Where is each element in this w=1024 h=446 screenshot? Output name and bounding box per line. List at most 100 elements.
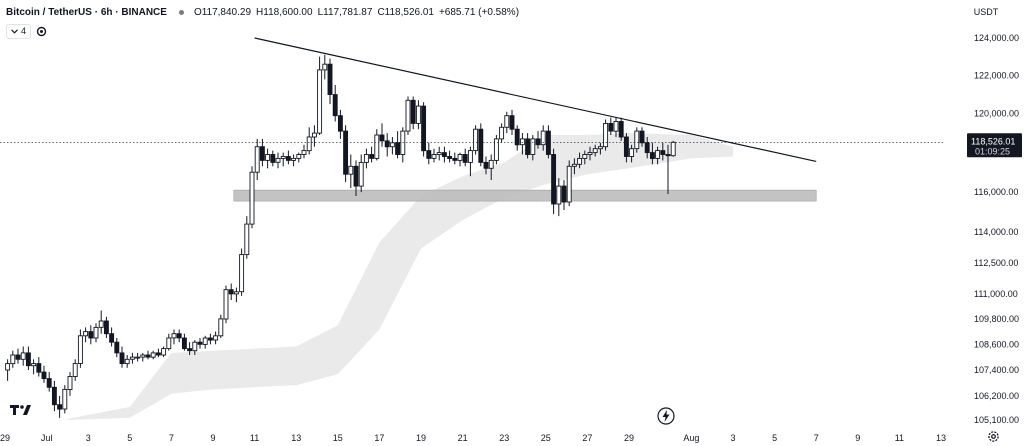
candle-body-down xyxy=(395,142,401,155)
market-status-dot xyxy=(178,9,184,15)
candle xyxy=(161,346,167,358)
candle xyxy=(389,137,395,155)
candle xyxy=(197,338,203,349)
candle-body-up xyxy=(603,122,609,148)
candle-body-up xyxy=(519,138,525,146)
candle xyxy=(348,154,354,189)
support-zone[interactable] xyxy=(233,189,817,202)
candle xyxy=(176,329,182,343)
candle-body-up xyxy=(254,146,260,173)
candle xyxy=(426,142,432,165)
candle xyxy=(467,146,473,177)
candle xyxy=(20,346,26,366)
x-tick-label: 11 xyxy=(895,433,904,443)
candle-body-down xyxy=(483,161,489,169)
candle-countdown-label: 01:09:25 xyxy=(975,146,1010,156)
currency-button[interactable]: USDT xyxy=(966,4,1006,19)
candle-body-down xyxy=(644,142,650,154)
x-tick-label: 9 xyxy=(210,433,215,443)
candle xyxy=(25,346,31,370)
x-tick-label: 27 xyxy=(582,433,592,443)
candle-body-up xyxy=(655,150,661,159)
tradingview-logo-icon[interactable] xyxy=(10,404,32,416)
candle-body-up xyxy=(72,363,78,377)
candle xyxy=(613,117,619,137)
candle xyxy=(119,346,125,368)
candle-body-up xyxy=(83,331,89,337)
candle-body-up xyxy=(291,157,297,161)
lightning-icon[interactable] xyxy=(656,406,676,426)
candle-body-down xyxy=(197,341,203,345)
candle-body-up xyxy=(634,130,640,150)
candle xyxy=(644,137,650,159)
candle xyxy=(332,85,338,122)
candle xyxy=(270,150,276,167)
indicator-refresh-button[interactable] xyxy=(35,25,48,38)
indicators-toggle-button[interactable]: 4 xyxy=(6,23,32,39)
candle xyxy=(660,142,666,161)
candle-body-down xyxy=(88,331,94,339)
candle-body-up xyxy=(140,354,146,358)
x-tick-label: 29 xyxy=(0,433,10,443)
candle-body-down xyxy=(41,371,47,380)
candle-body-up xyxy=(161,348,167,356)
candle xyxy=(369,146,375,163)
candle xyxy=(83,327,89,343)
candle xyxy=(31,359,37,375)
candle xyxy=(649,142,655,165)
x-tick-label: 13 xyxy=(291,433,301,443)
candle xyxy=(384,133,390,157)
candle-body-down xyxy=(114,341,120,354)
candle-body-down xyxy=(145,354,151,358)
candle xyxy=(311,125,317,147)
gear-icon[interactable] xyxy=(987,430,1000,443)
candle xyxy=(239,248,245,296)
candle xyxy=(353,160,359,196)
candle-body-down xyxy=(207,337,213,341)
candle xyxy=(46,372,52,392)
low-value: L117,781.87 xyxy=(317,6,373,18)
candle-body-down xyxy=(462,154,468,163)
candle xyxy=(285,150,291,165)
candle xyxy=(363,148,369,169)
candle xyxy=(447,150,453,163)
candle-body-down xyxy=(270,154,276,163)
candle-body-down xyxy=(187,348,193,352)
candle-body-down xyxy=(181,337,187,350)
candle xyxy=(181,333,187,351)
y-tick-label: 116,000.00 xyxy=(974,187,1018,197)
candle xyxy=(150,350,156,360)
candle-body-up xyxy=(244,223,250,256)
candle xyxy=(244,216,250,259)
candle xyxy=(514,125,520,151)
x-tick-label: 15 xyxy=(333,433,343,443)
candle-body-up xyxy=(457,154,463,161)
candle-body-up xyxy=(613,121,619,132)
candle-body-up xyxy=(239,254,245,293)
symbol-title[interactable]: Bitcoin / TetherUS · 6h · BINANCE xyxy=(6,6,167,18)
candle xyxy=(561,180,567,210)
candle-body-up xyxy=(571,163,577,167)
candle xyxy=(551,148,557,215)
candle-body-down xyxy=(353,165,359,187)
y-tick-label: 124,000.00 xyxy=(974,33,1019,43)
candle-body-up xyxy=(348,165,354,175)
close-value: C118,526.01 xyxy=(377,6,434,18)
candle-body-down xyxy=(525,138,531,155)
candle xyxy=(207,333,213,345)
x-tick-label: Jul xyxy=(41,433,53,443)
candle xyxy=(57,395,63,418)
candle-body-up xyxy=(275,157,281,163)
candle xyxy=(202,335,208,349)
descending-trendline[interactable] xyxy=(254,37,817,162)
candle xyxy=(77,329,83,368)
candle-body-up xyxy=(431,154,437,159)
candle xyxy=(431,148,437,163)
candle xyxy=(639,127,645,147)
candle xyxy=(72,359,78,381)
candle-body-up xyxy=(374,134,380,159)
x-tick-label: 17 xyxy=(374,433,384,443)
candle xyxy=(145,350,151,360)
